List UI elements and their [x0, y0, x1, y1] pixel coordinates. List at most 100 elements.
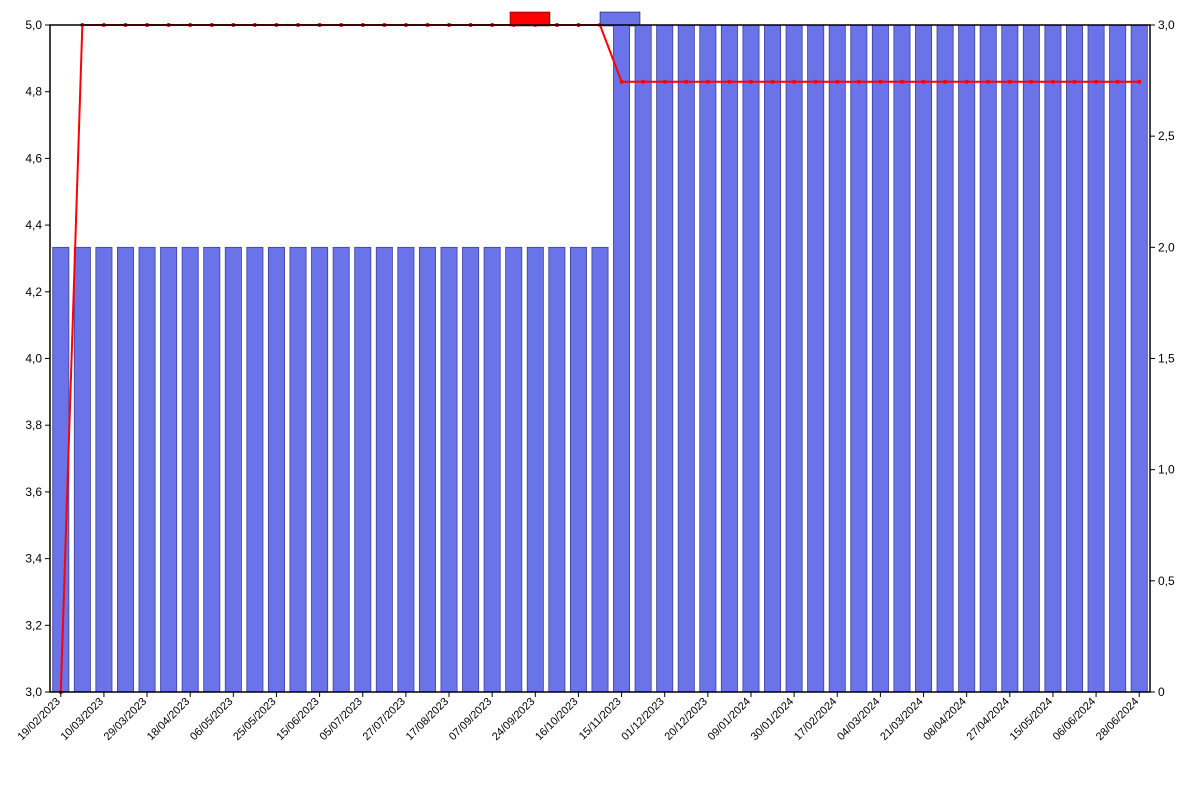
bar — [980, 25, 996, 692]
left-axis-label: 4,2 — [25, 285, 42, 299]
line-marker — [749, 80, 753, 84]
x-axis-label: 19/02/2023 — [15, 696, 62, 743]
bar — [872, 25, 888, 692]
bar — [247, 247, 263, 692]
x-axis-label: 27/04/2024 — [965, 696, 1012, 743]
x-axis-label: 17/02/2024 — [792, 696, 839, 743]
bar — [290, 247, 306, 692]
left-axis-label: 5,0 — [25, 18, 42, 32]
line-marker — [1137, 80, 1141, 84]
bar — [376, 247, 392, 692]
x-axis-label: 30/01/2024 — [749, 696, 796, 743]
bar — [570, 247, 586, 692]
line-marker — [792, 80, 796, 84]
bar — [527, 247, 543, 692]
line-marker — [965, 80, 969, 84]
legend-line-swatch — [510, 12, 550, 26]
x-axis-label: 08/04/2024 — [921, 696, 968, 743]
bar — [268, 247, 284, 692]
line-marker — [663, 80, 667, 84]
line-marker — [1051, 80, 1055, 84]
bar — [1066, 25, 1082, 692]
line-marker — [706, 80, 710, 84]
right-axis-label: 2,0 — [1158, 240, 1175, 254]
bar — [1002, 25, 1018, 692]
bar — [74, 247, 90, 692]
bar — [592, 247, 608, 692]
bar — [743, 25, 759, 692]
left-axis-label: 4,4 — [25, 218, 42, 232]
line-marker — [1116, 80, 1120, 84]
bar — [96, 247, 112, 692]
x-axis-label: 29/03/2023 — [102, 696, 149, 743]
x-axis-label: 27/07/2023 — [361, 696, 408, 743]
bar — [915, 25, 931, 692]
bar — [204, 247, 220, 692]
x-axis-label: 21/03/2024 — [878, 696, 925, 743]
x-axis-label: 01/12/2023 — [619, 696, 666, 743]
left-axis-label: 4,6 — [25, 151, 42, 165]
line-marker — [641, 80, 645, 84]
bars-group — [53, 25, 1148, 692]
bar — [1045, 25, 1061, 692]
x-axis-label: 15/05/2024 — [1008, 696, 1055, 743]
right-axis-label: 0 — [1158, 685, 1165, 699]
right-axis-label: 0,5 — [1158, 574, 1175, 588]
left-axis-label: 4,0 — [25, 352, 42, 366]
line-marker — [727, 80, 731, 84]
line-marker — [900, 80, 904, 84]
left-axis-label: 3,4 — [25, 552, 42, 566]
bar — [786, 25, 802, 692]
bar — [506, 247, 522, 692]
bar — [764, 25, 780, 692]
x-axis-label: 06/05/2023 — [188, 696, 235, 743]
line-marker — [1008, 80, 1012, 84]
bar — [117, 247, 133, 692]
left-axis-label: 3,0 — [25, 685, 42, 699]
bar — [959, 25, 975, 692]
bar — [1131, 25, 1147, 692]
bar — [613, 25, 629, 692]
bar — [312, 247, 328, 692]
x-axis-label: 18/04/2023 — [145, 696, 192, 743]
x-axis-label: 28/06/2024 — [1094, 696, 1141, 743]
bar — [182, 247, 198, 692]
left-axis-label: 3,2 — [25, 618, 42, 632]
bar — [53, 247, 69, 692]
line-marker — [684, 80, 688, 84]
bar — [549, 247, 565, 692]
x-axis-label: 17/08/2023 — [404, 696, 451, 743]
legend-bar-swatch — [600, 12, 640, 26]
bar — [463, 247, 479, 692]
line-marker — [1029, 80, 1033, 84]
x-axis-label: 05/07/2023 — [317, 696, 364, 743]
x-axis-label: 07/09/2023 — [447, 696, 494, 743]
x-axis-label: 24/09/2023 — [490, 696, 537, 743]
bar — [678, 25, 694, 692]
line-marker — [620, 80, 624, 84]
bar — [635, 25, 651, 692]
left-axis-label: 4,8 — [25, 85, 42, 99]
line-marker — [986, 80, 990, 84]
right-axis-label: 1,0 — [1158, 463, 1175, 477]
bar — [851, 25, 867, 692]
bar — [484, 247, 500, 692]
left-axis-label: 3,6 — [25, 485, 42, 499]
x-axis-label: 10/03/2023 — [59, 696, 106, 743]
bar — [657, 25, 673, 692]
line-marker — [1073, 80, 1077, 84]
x-axis-label: 20/12/2023 — [663, 696, 710, 743]
bar — [419, 247, 435, 692]
x-axis-label: 16/10/2023 — [533, 696, 580, 743]
bar — [808, 25, 824, 692]
line-marker — [878, 80, 882, 84]
line-marker — [1094, 80, 1098, 84]
bar — [829, 25, 845, 692]
x-axis-label: 25/05/2023 — [231, 696, 278, 743]
bar — [333, 247, 349, 692]
bar — [1023, 25, 1039, 692]
x-axis-label: 06/06/2024 — [1051, 696, 1098, 743]
bar — [441, 247, 457, 692]
line-marker — [835, 80, 839, 84]
bar — [161, 247, 177, 692]
